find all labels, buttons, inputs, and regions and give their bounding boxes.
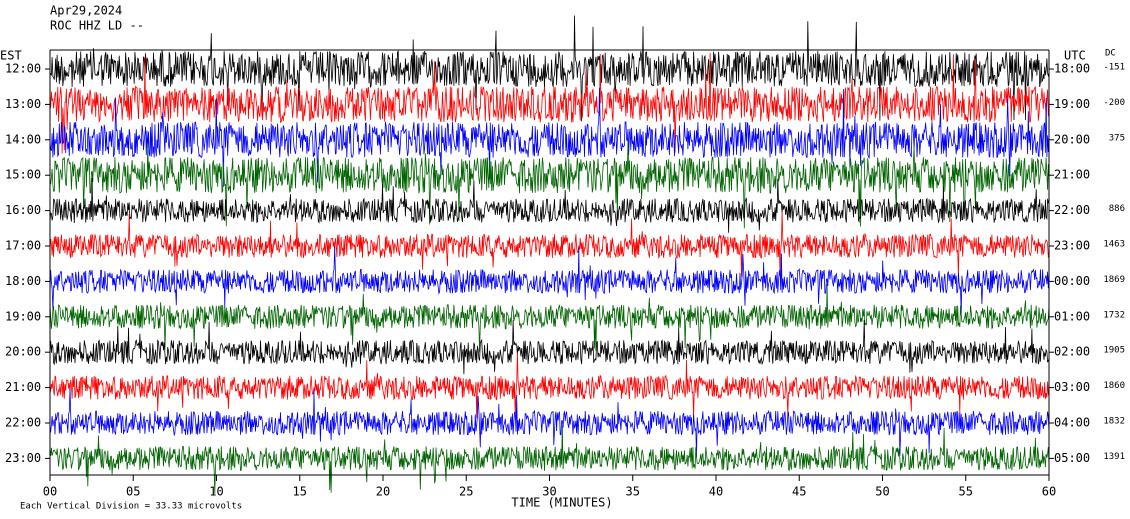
x-tick-label: 35 xyxy=(626,485,640,499)
est-label: 21:00 xyxy=(5,380,41,394)
dc-value: 375 xyxy=(1109,133,1125,143)
utc-label: 19:00 xyxy=(1054,97,1090,111)
x-tick-label: 60 xyxy=(1042,485,1056,499)
dc-value: -200 xyxy=(1103,98,1125,108)
trace xyxy=(50,177,1050,233)
dc-label: DC xyxy=(1105,49,1116,59)
subtitle: ROC HHZ LD -- xyxy=(50,19,144,33)
utc-label: 00:00 xyxy=(1054,274,1090,288)
dc-value: 1391 xyxy=(1103,452,1125,462)
x-tick-label: 25 xyxy=(459,485,473,499)
title: Apr29,2024 xyxy=(50,4,122,18)
trace xyxy=(50,319,1050,375)
dc-value: 1463 xyxy=(1103,240,1125,250)
utc-label: 21:00 xyxy=(1054,168,1090,182)
left-axis-label: EST xyxy=(0,49,22,63)
dc-value: 1732 xyxy=(1103,310,1125,320)
utc-label: 23:00 xyxy=(1054,239,1090,253)
x-tick-label: 20 xyxy=(376,485,390,499)
utc-label: 18:00 xyxy=(1054,62,1090,76)
x-axis-label: TIME (MINUTES) xyxy=(511,496,612,510)
est-label: 19:00 xyxy=(5,309,41,323)
trace xyxy=(50,246,1050,316)
x-tick-label: 00 xyxy=(43,485,57,499)
x-tick-label: 10 xyxy=(209,485,223,499)
x-tick-label: 15 xyxy=(293,485,307,499)
x-tick-label: 05 xyxy=(126,485,140,499)
trace xyxy=(50,352,1050,420)
footnote: Each Vertical Division = 33.33 microvolt… xyxy=(20,502,242,512)
est-label: 18:00 xyxy=(5,274,41,288)
x-tick-label: 40 xyxy=(709,485,723,499)
est-label: 16:00 xyxy=(5,203,41,217)
utc-label: 04:00 xyxy=(1054,416,1090,430)
right-axis-label: UTC xyxy=(1064,49,1086,63)
x-tick-label: 45 xyxy=(792,485,806,499)
trace xyxy=(50,87,1050,187)
dc-value: 1869 xyxy=(1103,275,1125,285)
trace xyxy=(50,283,1050,353)
utc-label: 02:00 xyxy=(1054,345,1090,359)
utc-label: 05:00 xyxy=(1054,451,1090,465)
est-label: 20:00 xyxy=(5,345,41,359)
utc-label: 03:00 xyxy=(1054,380,1090,394)
x-tick-label: 30 xyxy=(542,485,556,499)
est-label: 23:00 xyxy=(5,451,41,465)
x-tick-label: 55 xyxy=(959,485,973,499)
trace xyxy=(50,388,1050,458)
x-tick-label: 50 xyxy=(875,485,889,499)
est-label: 22:00 xyxy=(5,416,41,430)
dc-value: 1832 xyxy=(1103,417,1125,427)
dc-value: 1860 xyxy=(1103,381,1125,391)
trace xyxy=(50,210,1050,278)
traces xyxy=(50,15,1050,494)
utc-label: 22:00 xyxy=(1054,203,1090,217)
trace xyxy=(50,15,1050,122)
utc-label: 20:00 xyxy=(1054,132,1090,146)
est-label: 15:00 xyxy=(5,168,41,182)
utc-label: 01:00 xyxy=(1054,309,1090,323)
est-label: 12:00 xyxy=(5,62,41,76)
est-label: 14:00 xyxy=(5,132,41,146)
est-label: 17:00 xyxy=(5,239,41,253)
est-label: 13:00 xyxy=(5,97,41,111)
dc-value: 886 xyxy=(1109,204,1125,214)
dc-value: 1905 xyxy=(1103,346,1125,356)
dc-value: -151 xyxy=(1103,63,1125,73)
trace xyxy=(50,425,1050,494)
trace xyxy=(50,140,1050,229)
